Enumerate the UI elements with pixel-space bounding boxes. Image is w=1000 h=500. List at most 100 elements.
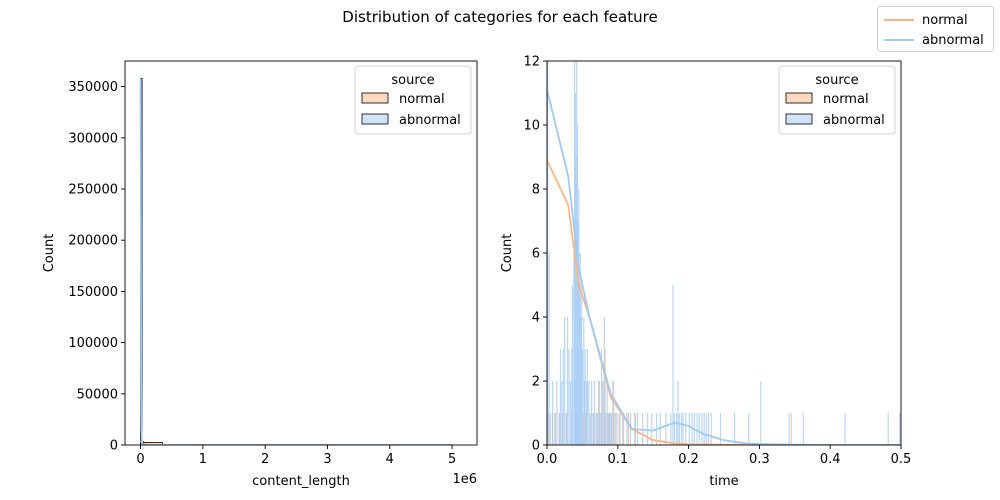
bar-abnormal-15 [571,349,573,445]
bar-abnormal-89 [760,381,762,445]
subplot-legend-swatch-abnormal [785,113,813,125]
bar-abnormal-34 [586,349,588,445]
bar-abnormal-65 [659,413,661,445]
y-tick-label: 10 [523,119,540,134]
bar-abnormal-31 [583,381,586,445]
bar-abnormal-44 [600,349,603,445]
bar-abnormal-32 [584,349,586,445]
bar-abnormal-77 [691,413,693,445]
subplot-legend-swatch-normal [361,92,389,104]
subplot-legend-title: source [815,73,858,88]
y-tick-label: 0 [110,439,118,454]
bar-normal-9 [582,413,584,445]
x-tick-label: 0.3 [749,452,770,467]
x-tick-label: 3 [323,452,331,467]
bar-abnormal-48 [606,381,608,445]
y-tick-label: 350000 [68,80,118,95]
bar-abnormal-72 [678,413,680,445]
subplot-legend: source normal abnormal [354,65,472,135]
y-tick-label: 6 [532,247,540,262]
bar-abnormal-11 [565,413,567,445]
bar-abnormal-9 [562,349,564,445]
subplot-legend: source normal abnormal [778,65,896,135]
y-tick-label: 0 [532,439,540,454]
bar-abnormal-43 [599,413,601,445]
bar-abnormal-87 [734,413,736,445]
bar-abnormal-37 [591,381,593,445]
y-tick-label: 150000 [68,285,118,300]
bar-normal-14 [598,381,600,445]
bar-abnormal-12 [566,317,569,445]
bar-abnormal-81 [701,413,703,445]
x-tick-label: 0.4 [820,452,841,467]
bar-abnormal-14 [569,381,571,445]
y-tick-label: 2 [532,375,540,390]
bar-abnormal-17 [573,253,575,445]
figure-legend: normal abnormal [877,6,994,52]
bar-abnormal-71 [677,381,679,445]
x-tick-label: 5 [448,452,456,467]
bar-normal-10 [585,413,587,445]
bar-abnormal-3 [552,381,554,445]
y-tick-label: 300000 [68,131,118,146]
bar-abnormal-38 [592,413,594,445]
bar-normal-25 [627,413,630,445]
bar-abnormal-58 [629,413,632,445]
bar-abnormal-86 [719,413,722,445]
bar-abnormal-42 [598,381,600,445]
bar-abnormal-75 [685,413,687,445]
y-tick-label: 8 [532,183,540,198]
bar-abnormal-30 [583,317,585,445]
bar-abnormal-76 [688,413,690,445]
bar-abnormal-23 [577,221,579,445]
bar-abnormal-22 [576,125,579,445]
figure-legend-entry-normal: normal [884,11,968,29]
bar-abnormal-5 [556,381,558,445]
bar-abnormal-6 [558,413,560,445]
bar-abnormal-85 [710,413,712,445]
bar-normal-22 [615,413,617,445]
bar-abnormal-4 [554,413,556,445]
x-axis-label: content_length [252,474,350,489]
bar-abnormal-10 [564,317,566,445]
bar-abnormal-53 [613,413,615,445]
x-tick-label: 4 [386,452,394,467]
y-tick-label: 12 [523,55,540,70]
kde-line-normal [547,159,901,445]
x-tick-label: 0.1 [607,452,628,467]
bar-abnormal-36 [589,413,591,445]
x-axis-label: time [709,474,738,489]
bar-abnormal-68 [672,285,674,445]
figure-legend-entry-abnormal: abnormal [884,31,984,49]
bar-abnormal-46 [603,317,605,445]
x-tick-label: 2 [261,452,269,467]
bar-abnormal-88 [748,413,750,445]
figure-title: Distribution of categories for each feat… [342,8,658,26]
bar-abnormal-47 [605,413,607,445]
bar-normal-3 [559,413,561,445]
bar-abnormal-41 [596,413,598,445]
legend-line-abnormal [884,39,914,41]
bar-abnormal-84 [707,413,710,445]
y-axis-label: Count [42,234,57,273]
bar-abnormal-82 [703,413,705,445]
bar-abnormal-8 [561,381,563,445]
bar-abnormal-90 [788,413,790,445]
x-tick-label: 0.2 [678,452,699,467]
figure-legend-label-abnormal: abnormal [922,32,984,48]
bar-normal-27 [790,413,792,445]
bar-normal-23 [618,413,620,445]
bar-abnormal-57 [626,413,628,445]
bar-abnormal-92 [844,413,846,445]
bar-normal-18 [607,413,609,445]
subplot-2: 0.0 0.1 0.2 0.3 0.4 0.5 0 2 4 6 8 10 12 time Count sour… [500,55,911,490]
bar-abnormal-35 [588,381,590,445]
bar-abnormal-39 [593,381,596,445]
subplot-legend-swatch-abnormal [361,113,389,125]
bar-abnormal-13 [568,349,570,445]
figure-legend-label-normal: normal [922,12,968,28]
bar-abnormal-19 [574,93,576,445]
bar-abnormal-52 [612,381,614,445]
bar-normal-24 [622,413,625,445]
